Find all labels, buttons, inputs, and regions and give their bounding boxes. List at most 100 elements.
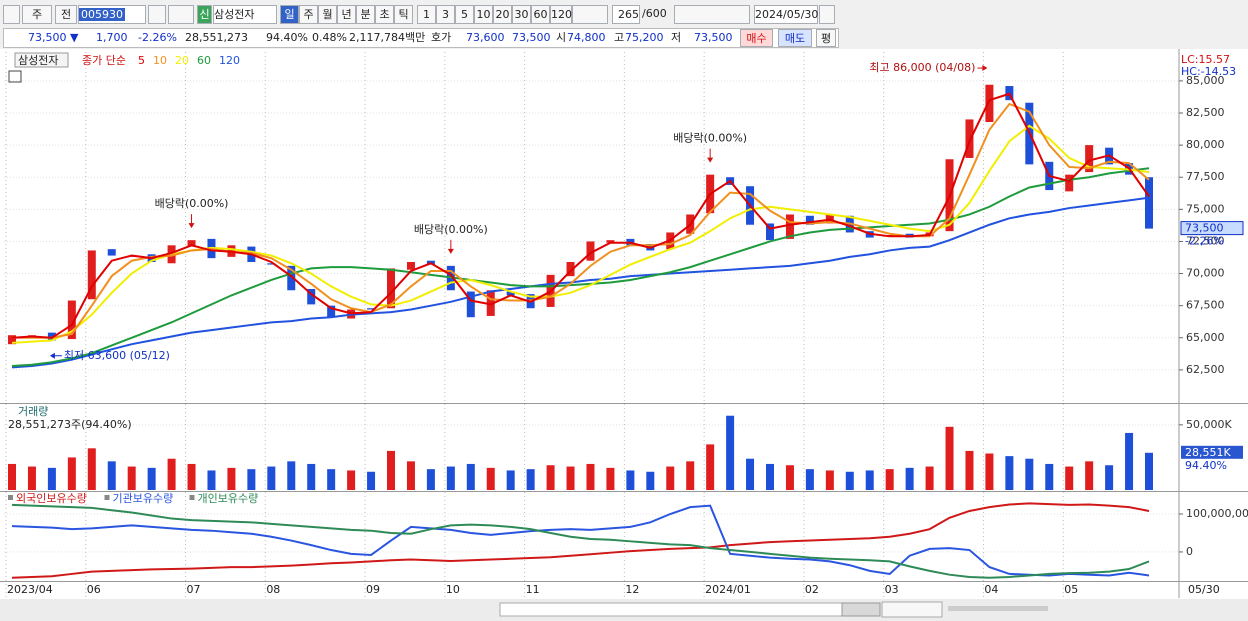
volume-bar (466, 463, 475, 490)
period-btn[interactable]: 30 (512, 5, 531, 24)
period-btn[interactable]: 년 (337, 5, 356, 24)
right-axis: 62,500 65,000 67,500 70,000 72,500 75,000 77,5… (1186, 74, 1248, 558)
sound-btn[interactable] (168, 5, 194, 24)
scope-select[interactable]: 전 (55, 5, 77, 24)
volume-bar (1085, 461, 1094, 490)
period-btn[interactable]: 일 (280, 5, 299, 24)
candle (47, 332, 56, 341)
count-max: /600 (642, 7, 667, 20)
holding-line (11, 504, 1150, 577)
rate: -2.26% (138, 31, 177, 44)
volume-bar (686, 461, 695, 490)
x-tick-label: 08 (266, 583, 280, 596)
volume-bar (127, 466, 136, 490)
volume-bar (546, 465, 555, 490)
code-input[interactable]: 005930 (78, 5, 146, 24)
volume-bar (47, 467, 56, 490)
x-tick-label: 2024/01 (705, 583, 751, 596)
price: 73,500 ▼ (28, 31, 79, 44)
x-tick-label: 09 (366, 583, 380, 596)
turnover: 0.48% (312, 31, 347, 44)
candle (466, 291, 475, 318)
amount: 2,117,784백만 (349, 31, 426, 44)
low: 73,500 (694, 31, 733, 44)
empty-select[interactable] (572, 5, 608, 24)
zoom-slider[interactable] (948, 606, 1048, 611)
vol-ratio: 94.40% (266, 31, 308, 44)
period-btn[interactable]: 10 (474, 5, 493, 24)
y-tick-label: 62,500 (1186, 363, 1225, 376)
y-tick-label: 67,500 (1186, 299, 1225, 312)
volume-bar (845, 471, 854, 490)
legend-entry: 120 (219, 54, 240, 67)
period-btn[interactable]: 120 (550, 5, 572, 24)
code-text: 005930 (79, 8, 125, 21)
volume-bar (446, 466, 455, 490)
avg-btn[interactable]: 평 (816, 29, 836, 47)
buy-btn[interactable]: 매수 (740, 29, 773, 47)
legend-swatch (8, 495, 13, 500)
ma-line (11, 167, 1150, 368)
candle (965, 119, 974, 158)
high-label: 최고 86,000 (04/08) (869, 61, 975, 74)
period-btn[interactable]: 틱 (394, 5, 413, 24)
lc-label: LC:15.57 (1181, 53, 1230, 66)
volume-bar (985, 453, 994, 490)
volume-bar (726, 415, 735, 490)
candle (267, 263, 276, 265)
table-icon[interactable] (8, 70, 22, 83)
volume-bar (1125, 432, 1134, 490)
volume-bar (666, 466, 675, 490)
volume-bar (865, 470, 874, 490)
search-btn[interactable] (148, 5, 166, 24)
volume-bar (87, 448, 96, 490)
ask: 73,600 (466, 31, 505, 44)
volume-bar (267, 466, 276, 490)
tool-icons[interactable] (674, 5, 750, 24)
calendar-btn[interactable] (819, 5, 835, 24)
period-btn[interactable]: 초 (375, 5, 394, 24)
candle (785, 214, 794, 239)
candle (87, 250, 96, 300)
candle (327, 305, 336, 318)
y-tick-label: 70,000 (1186, 267, 1225, 280)
ask-label: 호가 (431, 31, 452, 44)
period-btn[interactable]: 20 (493, 5, 512, 24)
period-btn[interactable]: 60 (531, 5, 550, 24)
change: 1,700 (96, 31, 128, 44)
period-btn[interactable]: 분 (356, 5, 375, 24)
stock-name: 삼성전자 (213, 5, 277, 24)
scroll-track[interactable] (499, 602, 881, 617)
date-input[interactable]: 2024/05/30 (754, 5, 818, 24)
panel-subtitle: 28,551,273주(94.40%) (8, 418, 132, 431)
candle (506, 291, 515, 296)
volume-bar (586, 463, 595, 490)
volume-bar (247, 469, 256, 490)
period-btn[interactable]: 5 (455, 5, 474, 24)
volume-bar (506, 470, 515, 490)
menu-icon[interactable] (3, 5, 20, 24)
period-btn[interactable]: 3 (436, 5, 455, 24)
high: 75,200 (625, 31, 664, 44)
legend-entry: 20 (175, 54, 189, 67)
x-tick-label: 03 (885, 583, 899, 596)
count-input[interactable]: 265 (612, 5, 640, 24)
scroll-thumb[interactable] (841, 602, 881, 617)
period-btn[interactable]: 주 (299, 5, 318, 24)
period-btn[interactable]: 1 (417, 5, 436, 24)
candle (586, 241, 595, 261)
nav-buttons[interactable] (881, 601, 943, 618)
sell-btn[interactable]: 매도 (778, 29, 812, 47)
volume-bar (746, 458, 755, 490)
candle (1145, 177, 1153, 229)
volume-bar (706, 444, 715, 490)
legend-swatch (189, 495, 195, 500)
last-price: 73,500 (1185, 222, 1224, 235)
period-btn[interactable]: 월 (318, 5, 337, 24)
dividend-label: 배당락(0.00%) (155, 197, 229, 210)
last-volume-pct: 94.40% (1185, 459, 1227, 472)
market-select[interactable]: 주 (22, 5, 52, 24)
ma-line (11, 92, 1150, 339)
candle (367, 308, 376, 310)
